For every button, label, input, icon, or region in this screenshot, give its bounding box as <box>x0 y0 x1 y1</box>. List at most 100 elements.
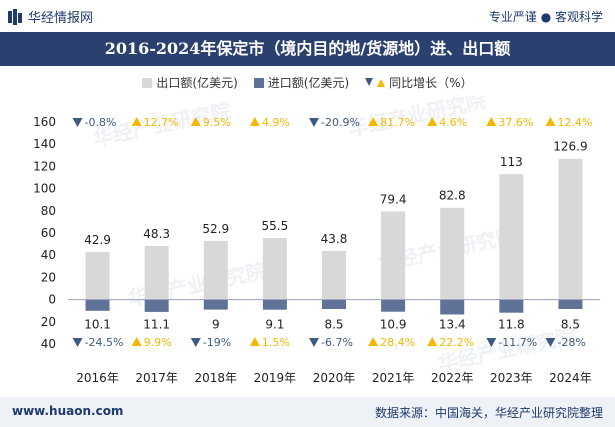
import-bar <box>558 299 583 310</box>
chart-title: 2016-2024年保定市（境内目的地/货源地）进、出口额 <box>0 32 615 66</box>
chart-canvas: 华经产业研究院华经产业研究院华经产业研究院华经产业研究院华经产业研究院 1601… <box>33 96 600 385</box>
legend-export: 出口额(亿美元) <box>142 74 238 91</box>
x-category-label: 2021年 <box>372 371 415 385</box>
import-bar <box>499 299 524 313</box>
import-growth-label: -24.5% <box>85 336 124 349</box>
import-value-label: 10.1 <box>84 318 111 332</box>
export-growth-icon <box>427 117 438 126</box>
import-bar <box>262 299 287 310</box>
export-growth-icon <box>545 117 556 126</box>
export-value-label: 82.8 <box>439 189 466 203</box>
import-value-label: 9.1 <box>265 318 284 332</box>
import-bar <box>381 299 406 312</box>
import-bar <box>322 299 346 310</box>
y-tick-label: 20 <box>41 270 56 284</box>
x-category-label: 2023年 <box>490 371 533 385</box>
x-category-label: 2020年 <box>313 371 356 385</box>
export-growth-icon <box>190 117 201 126</box>
y-tick-label: 120 <box>33 159 56 173</box>
y-tick-label: 100 <box>33 182 56 196</box>
tagline: 专业严谨 ● 客观科学 <box>488 10 603 24</box>
legend-growth-icon <box>365 77 386 87</box>
export-bar <box>85 251 110 300</box>
footer: www.huaon.com 数据来源：中国海关，华经产业研究院整理 <box>0 397 615 427</box>
legend: 出口额(亿美元) 进口额(亿美元) 同比增长（%） <box>0 74 615 91</box>
export-bar <box>558 158 583 300</box>
export-value-label: 52.9 <box>202 222 229 236</box>
export-bar <box>322 250 346 300</box>
legend-export-swatch <box>142 77 153 88</box>
import-value-label: 8.5 <box>561 318 580 332</box>
x-category-label: 2019年 <box>254 371 297 385</box>
import-bar <box>144 299 169 312</box>
import-bar <box>85 299 110 311</box>
export-bar <box>440 207 465 300</box>
top-bar: 华经情报网 专业严谨 ● 客观科学 <box>0 0 615 32</box>
import-growth-icon <box>249 337 260 346</box>
export-growth-icon <box>368 117 379 126</box>
legend-import-swatch <box>253 77 264 88</box>
y-tick-label: 80 <box>41 204 56 218</box>
import-growth-icon <box>368 337 379 346</box>
import-value-label: 10.9 <box>380 318 407 332</box>
export-growth-label: 12.4% <box>557 116 592 129</box>
import-growth-icon <box>190 338 201 347</box>
import-growth-label: -11.7% <box>498 336 537 349</box>
y-tick-label: 40 <box>41 248 56 262</box>
import-growth-label: -6.7% <box>321 336 353 349</box>
export-growth-label: 4.9% <box>262 116 290 129</box>
import-value-label: 11.8 <box>498 318 525 332</box>
x-category-label: 2024年 <box>549 371 592 385</box>
import-growth-label: 22.2% <box>439 336 474 349</box>
x-category-label: 2022年 <box>431 371 474 385</box>
import-growth-label: -28% <box>557 336 585 349</box>
y-tick-label: 40 <box>41 337 56 351</box>
legend-import-label: 进口额(亿美元) <box>267 76 350 90</box>
export-bar <box>144 245 169 300</box>
export-growth-label: -0.8% <box>85 116 117 129</box>
x-category-label: 2016年 <box>76 371 119 385</box>
export-growth-icon <box>486 117 497 126</box>
footer-source: 数据来源：中国海关，华经产业研究院整理 <box>374 406 603 420</box>
y-tick-label: 140 <box>33 137 56 151</box>
import-value-label: 8.5 <box>324 318 343 332</box>
export-bar <box>262 237 287 300</box>
export-value-label: 113 <box>500 155 523 169</box>
legend-import: 进口额(亿美元) <box>253 74 350 91</box>
export-growth-label: 81.7% <box>380 116 415 129</box>
brand-logo-icon <box>8 8 22 25</box>
y-tick-label: 20 <box>41 315 56 329</box>
footer-website[interactable]: www.huaon.com <box>12 404 124 418</box>
y-tick-label: 160 <box>33 115 56 129</box>
import-growth-label: 28.4% <box>380 336 415 349</box>
import-growth-icon <box>72 338 83 347</box>
y-tick-label: 0 <box>48 293 56 307</box>
import-value-label: 11.1 <box>143 318 170 332</box>
y-tick-label: 60 <box>41 226 56 240</box>
import-growth-icon <box>427 337 438 346</box>
import-growth-icon <box>131 337 142 346</box>
x-category-label: 2018年 <box>195 371 238 385</box>
export-bar <box>381 211 406 300</box>
export-growth-label: 37.6% <box>498 116 533 129</box>
export-value-label: 48.3 <box>143 227 170 241</box>
import-bar <box>203 299 228 310</box>
export-bar <box>499 174 524 300</box>
import-growth-label: -19% <box>203 336 231 349</box>
legend-export-label: 出口额(亿美元) <box>156 76 238 90</box>
brand-name: 华经情报网 <box>28 11 94 26</box>
import-growth-icon <box>545 338 556 347</box>
export-value-label: 126.9 <box>553 140 587 154</box>
import-value-label: 13.4 <box>439 318 466 332</box>
export-value-label: 55.5 <box>262 219 289 233</box>
export-growth-label: -20.9% <box>321 116 360 129</box>
import-growth-icon <box>309 338 319 347</box>
brand[interactable]: 华经情报网 <box>8 7 93 26</box>
export-growth-label: 4.6% <box>439 116 467 129</box>
import-bar <box>440 299 465 315</box>
export-growth-icon <box>249 117 260 126</box>
import-growth-icon <box>486 338 497 347</box>
import-growth-label: 9.9% <box>144 336 172 349</box>
export-growth-label: 12.7% <box>144 116 179 129</box>
